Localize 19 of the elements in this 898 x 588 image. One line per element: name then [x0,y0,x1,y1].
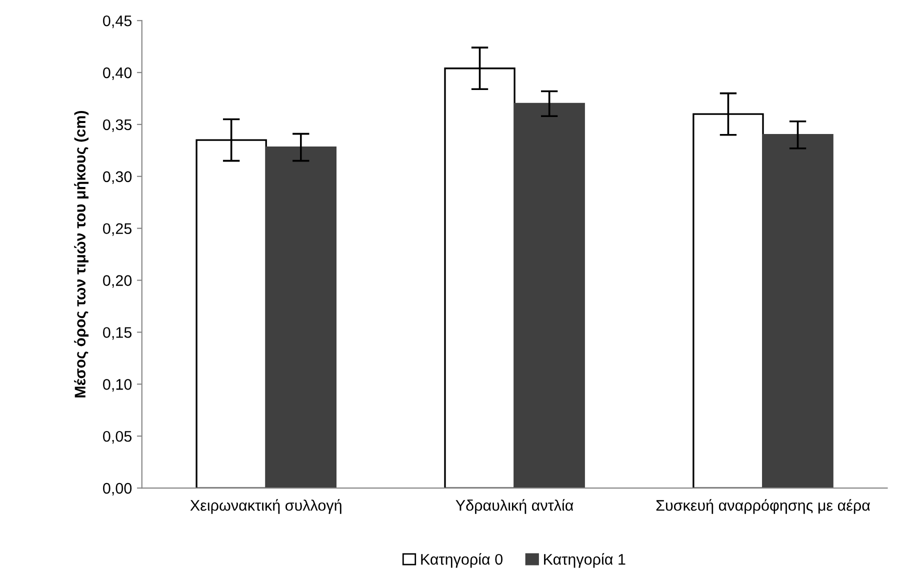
y-tick-label: 0,30 [103,171,132,184]
y-tick-label: 0,40 [103,67,132,80]
bar [762,134,834,488]
y-tick-label: 0,35 [103,119,132,132]
y-axis-title: Μέσος όρος των τιμών του μήκους (cm) [74,110,89,398]
y-tick-label: 0,25 [103,223,132,236]
x-tick-label: Συσκευή αναρρόφησης με αέρα [656,499,870,514]
x-tick-label: Υδραυλική αντλία [456,499,574,514]
bar [514,102,585,488]
y-tick-label: 0,05 [103,430,132,444]
y-tick-label: 0,00 [103,482,132,496]
y-tick-label: 0,15 [103,327,132,340]
legend-label: Κατηγορία 0 [421,553,502,568]
legend-label: Κατηγορία 1 [544,553,626,568]
bar [265,146,337,488]
x-tick-label: Χειρωνακτική συλλογή [190,499,342,514]
y-tick-label: 0,45 [103,15,132,28]
y-tick-label: 0,20 [103,275,132,288]
y-tick-label: 0,10 [103,379,132,392]
